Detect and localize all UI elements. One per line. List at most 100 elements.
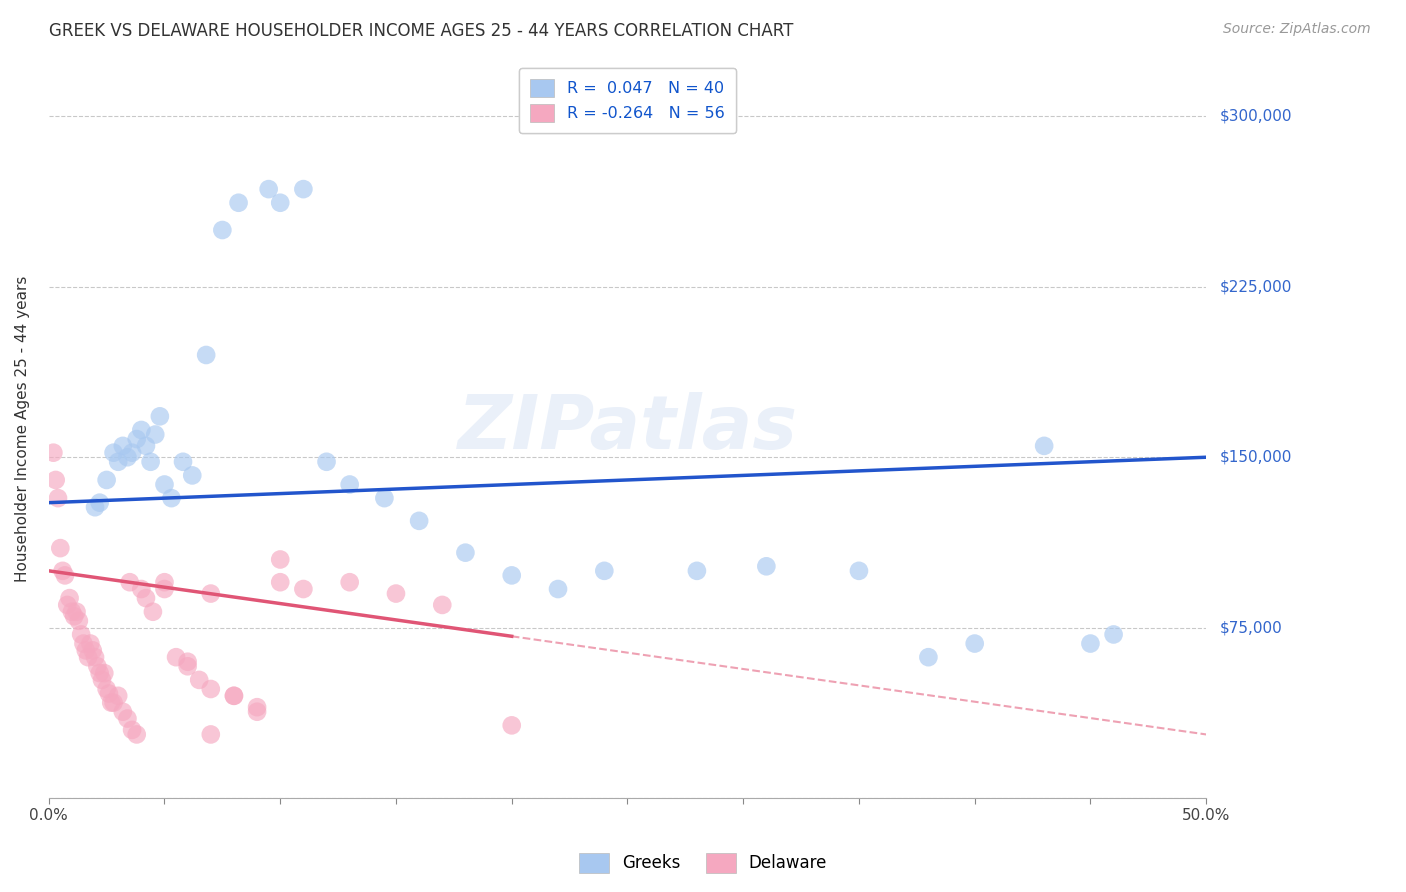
Point	[339, 477, 361, 491]
Text: ZIPatlas: ZIPatlas	[457, 392, 797, 466]
Point	[46, 491, 69, 505]
Text: GREEK VS DELAWARE HOUSEHOLDER INCOME AGES 25 - 44 YEARS CORRELATION CHART: GREEK VS DELAWARE HOUSEHOLDER INCOME AGE…	[49, 22, 793, 40]
Point	[211, 223, 233, 237]
Point	[142, 605, 165, 619]
Point	[292, 582, 315, 596]
Point	[1033, 439, 1056, 453]
Point	[139, 455, 162, 469]
Point	[60, 605, 83, 619]
Point	[107, 455, 129, 469]
Point	[89, 666, 111, 681]
Point	[111, 439, 134, 453]
Point	[501, 718, 523, 732]
Point	[75, 643, 97, 657]
Text: $300,000: $300,000	[1220, 109, 1292, 124]
Point	[222, 689, 245, 703]
Point	[58, 591, 80, 606]
Point	[96, 681, 118, 696]
Point	[454, 546, 477, 560]
Point	[153, 582, 176, 596]
Text: $150,000: $150,000	[1220, 450, 1292, 465]
Point	[755, 559, 778, 574]
Point	[315, 455, 337, 469]
Point	[117, 450, 139, 465]
Point	[56, 598, 79, 612]
Point	[373, 491, 395, 505]
Point	[121, 445, 143, 459]
Point	[269, 195, 291, 210]
Point	[49, 541, 72, 555]
Point	[82, 643, 104, 657]
Point	[125, 432, 148, 446]
Point	[593, 564, 616, 578]
Text: $75,000: $75,000	[1220, 620, 1282, 635]
Point	[269, 552, 291, 566]
Point	[121, 723, 143, 737]
Point	[1080, 636, 1102, 650]
Point	[45, 473, 67, 487]
Point	[200, 586, 222, 600]
Point	[118, 575, 141, 590]
Point	[131, 582, 153, 596]
Point	[195, 348, 218, 362]
Point	[84, 500, 107, 515]
Point	[100, 696, 122, 710]
Point	[103, 696, 125, 710]
Point	[188, 673, 211, 687]
Point	[165, 650, 187, 665]
Point	[848, 564, 870, 578]
Point	[65, 605, 87, 619]
Point	[131, 423, 153, 437]
Point	[91, 673, 114, 687]
Point	[257, 182, 280, 196]
Text: $225,000: $225,000	[1220, 279, 1292, 294]
Point	[111, 705, 134, 719]
Point	[200, 727, 222, 741]
Point	[432, 598, 454, 612]
Point	[42, 445, 65, 459]
Point	[339, 575, 361, 590]
Point	[269, 575, 291, 590]
Point	[67, 614, 90, 628]
Point	[246, 700, 269, 714]
Point	[149, 409, 172, 424]
Legend: R =  0.047   N = 40, R = -0.264   N = 56: R = 0.047 N = 40, R = -0.264 N = 56	[519, 68, 735, 133]
Point	[93, 666, 115, 681]
Point	[501, 568, 523, 582]
Point	[547, 582, 569, 596]
Point	[63, 609, 86, 624]
Text: Source: ZipAtlas.com: Source: ZipAtlas.com	[1223, 22, 1371, 37]
Point	[200, 681, 222, 696]
Point	[143, 427, 166, 442]
Point	[385, 586, 408, 600]
Point	[153, 477, 176, 491]
Point	[246, 705, 269, 719]
Point	[135, 591, 157, 606]
Point	[79, 636, 101, 650]
Point	[176, 659, 198, 673]
Point	[408, 514, 430, 528]
Point	[160, 491, 183, 505]
Point	[917, 650, 939, 665]
Point	[96, 473, 118, 487]
Point	[86, 659, 108, 673]
Point	[125, 727, 148, 741]
Point	[686, 564, 709, 578]
Point	[53, 568, 76, 582]
Y-axis label: Householder Income Ages 25 - 44 years: Householder Income Ages 25 - 44 years	[15, 276, 30, 582]
Point	[153, 575, 176, 590]
Point	[103, 445, 125, 459]
Point	[107, 689, 129, 703]
Point	[176, 655, 198, 669]
Point	[292, 182, 315, 196]
Point	[172, 455, 194, 469]
Legend: Greeks, Delaware: Greeks, Delaware	[572, 847, 834, 880]
Point	[228, 195, 250, 210]
Point	[1102, 627, 1125, 641]
Point	[963, 636, 986, 650]
Point	[97, 687, 120, 701]
Point	[70, 627, 93, 641]
Point	[222, 689, 245, 703]
Point	[84, 650, 107, 665]
Point	[89, 496, 111, 510]
